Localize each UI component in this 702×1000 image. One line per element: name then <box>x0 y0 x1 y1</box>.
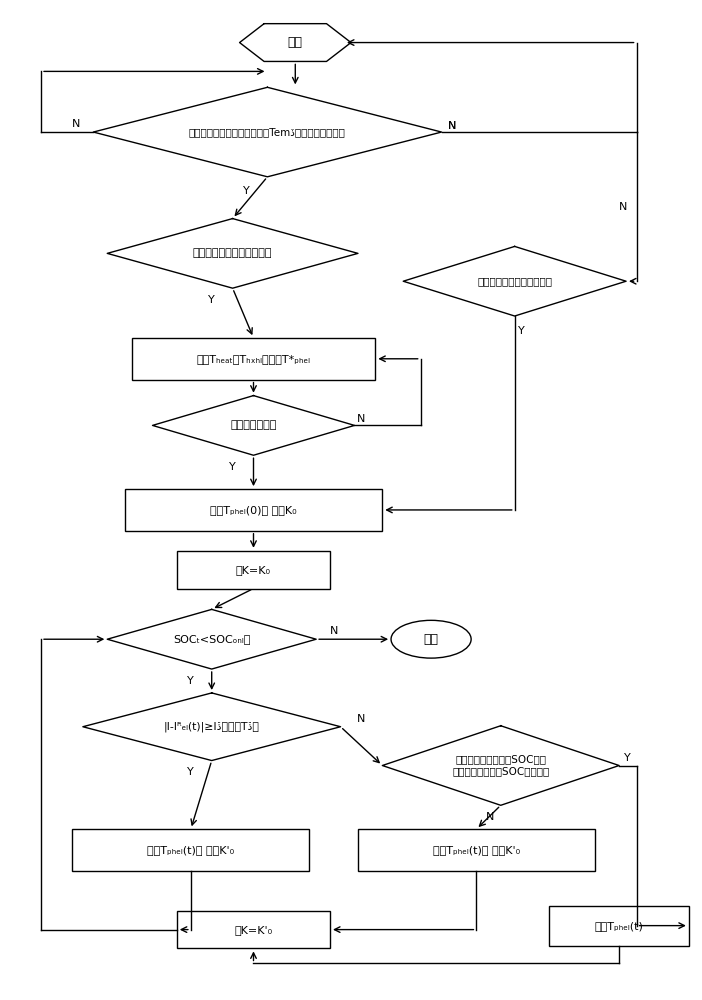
Text: 结束: 结束 <box>423 633 439 646</box>
Text: 使K=K'₀: 使K=K'₀ <box>234 925 272 935</box>
Text: N: N <box>329 626 338 636</box>
Text: 当前时刻的充电目标SOC值与: 当前时刻的充电目标SOC值与 <box>455 755 546 765</box>
Text: 计算Tₚₕₑₗ(0)， 计算K₀: 计算Tₚₕₑₗ(0)， 计算K₀ <box>210 505 297 515</box>
Text: Y: Y <box>208 295 215 305</box>
Text: N: N <box>357 714 366 724</box>
Text: N: N <box>448 121 456 131</box>
Text: 使K=K₀: 使K=K₀ <box>236 565 271 575</box>
Text: 计算Tₚₕₑₗ(t)， 计算K'₀: 计算Tₚₕₑₗ(t)， 计算K'₀ <box>147 845 234 855</box>
Bar <box>125 489 383 531</box>
Text: Y: Y <box>187 676 194 686</box>
Text: SOCₜ<SOCₒₙₗ？: SOCₜ<SOCₒₙₗ？ <box>173 634 251 644</box>
Text: |I-Iᴿₑₗ(t)|≥Iڏ且持续Tڏ？: |I-Iᴿₑₗ(t)|≥Iڏ且持续Tڏ？ <box>164 721 260 732</box>
Bar <box>177 911 330 948</box>
Text: N: N <box>357 414 366 424</box>
Text: 前一次的充电目标SOC值一致？: 前一次的充电目标SOC值一致？ <box>452 766 550 776</box>
Bar <box>177 551 330 589</box>
Bar <box>358 829 595 871</box>
Text: 确定Tₕₑₐₜ、Tₕₓₕₗ，计算T*ₚₕₑₗ: 确定Tₕₑₐₜ、Tₕₓₕₗ，计算T*ₚₕₑₗ <box>197 354 310 364</box>
Text: 开始: 开始 <box>288 36 303 49</box>
Text: N: N <box>486 812 494 822</box>
Bar <box>550 906 689 946</box>
Text: 计算Tₚₕₑₗ(t): 计算Tₚₕₑₗ(t) <box>595 921 644 931</box>
Text: Y: Y <box>624 753 631 763</box>
Text: 加热状态消失？: 加热状态消失？ <box>230 420 277 430</box>
Text: 计算Tₚₕₑₗ(t)， 计算K'₀: 计算Tₚₕₑₗ(t)， 计算K'₀ <box>433 845 520 855</box>
Text: 当前时刻的动力电池温度小于Temڏ且加热状态激活？: 当前时刻的动力电池温度小于Temڏ且加热状态激活？ <box>189 127 346 137</box>
Bar <box>72 829 309 871</box>
Text: N: N <box>448 121 456 131</box>
Bar <box>131 338 376 380</box>
Text: Y: Y <box>518 326 525 336</box>
Text: N: N <box>618 202 627 212</box>
Text: Y: Y <box>243 186 250 196</box>
Text: 充电状态标志位表示充电？: 充电状态标志位表示充电？ <box>477 276 552 286</box>
Text: N: N <box>72 119 80 129</box>
Text: 充电状态标志位表示充电？: 充电状态标志位表示充电？ <box>193 248 272 258</box>
Text: Y: Y <box>230 462 236 472</box>
Text: Y: Y <box>187 767 194 777</box>
